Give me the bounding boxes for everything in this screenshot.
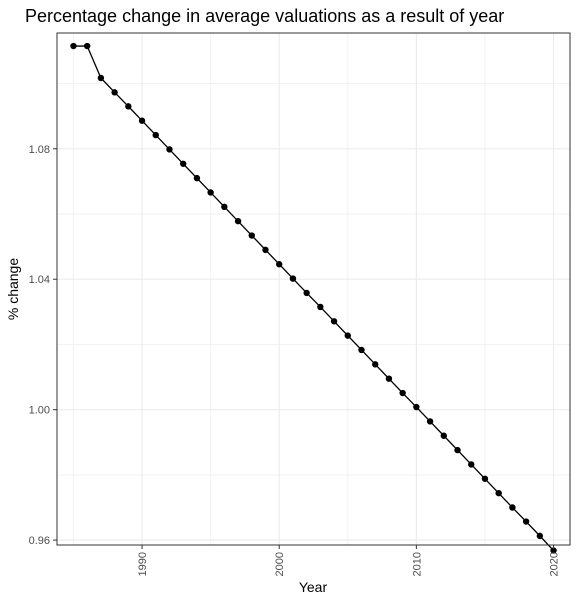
- data-point: [413, 404, 419, 410]
- data-point: [509, 504, 515, 510]
- data-point: [482, 476, 488, 482]
- data-point: [427, 418, 433, 424]
- data-point: [125, 103, 131, 109]
- data-point: [290, 275, 296, 281]
- x-tick-label: 2010: [411, 552, 423, 576]
- data-point: [523, 518, 529, 524]
- x-tick-label: 2000: [274, 552, 286, 576]
- x-tick-label: 1990: [137, 552, 149, 576]
- grid: [57, 33, 570, 545]
- chart-title: Percentage change in average valuations …: [25, 6, 504, 26]
- data-point: [166, 146, 172, 152]
- data-point: [180, 161, 186, 167]
- data-point: [441, 433, 447, 439]
- data-point: [207, 189, 213, 195]
- data-point: [495, 490, 501, 496]
- data-point: [386, 375, 392, 381]
- x-axis-title: Year: [299, 579, 328, 595]
- data-point: [84, 43, 90, 49]
- data-point: [221, 204, 227, 210]
- y-tick-label: 1.04: [29, 274, 50, 286]
- y-tick-label: 1.00: [29, 405, 50, 417]
- data-point: [153, 132, 159, 138]
- data-point: [358, 347, 364, 353]
- y-axis: 0.96 1.00 1.04 1.08: [29, 144, 57, 547]
- data-point: [111, 89, 117, 95]
- data-point: [249, 232, 255, 238]
- data-point: [70, 43, 76, 49]
- x-tick-label: 2020: [549, 552, 561, 576]
- data-point: [399, 390, 405, 396]
- y-axis-title: % change: [5, 258, 21, 320]
- data-point: [454, 447, 460, 453]
- plot-panel-border: [57, 33, 570, 545]
- data-point: [98, 75, 104, 81]
- x-axis: 1990 2000 2010 2020: [137, 545, 560, 576]
- data-point: [317, 304, 323, 310]
- data-point: [194, 175, 200, 181]
- data-point: [139, 118, 145, 124]
- data-point: [372, 361, 378, 367]
- data-point: [235, 218, 241, 224]
- data-point: [468, 461, 474, 467]
- data-point: [345, 332, 351, 338]
- data-series: [70, 43, 556, 554]
- data-point: [331, 318, 337, 324]
- data-point: [303, 290, 309, 296]
- data-point: [276, 261, 282, 267]
- y-tick-label: 1.08: [29, 144, 50, 156]
- y-tick-label: 0.96: [29, 535, 50, 547]
- data-point: [262, 247, 268, 253]
- data-point: [537, 533, 543, 539]
